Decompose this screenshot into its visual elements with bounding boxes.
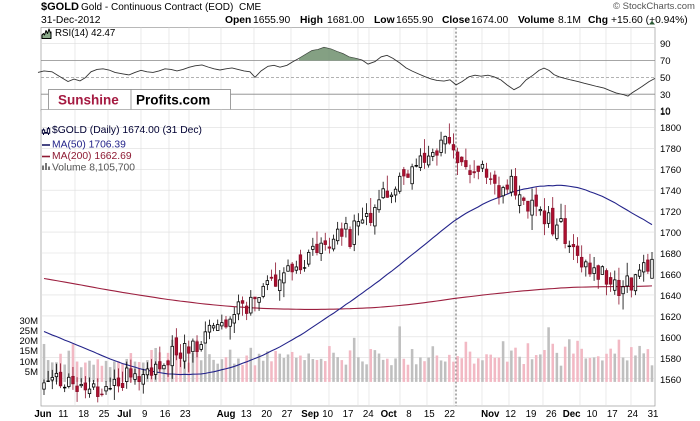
svg-text:30: 30 [660,90,671,101]
svg-text:1720: 1720 [660,207,681,218]
svg-text:10: 10 [587,409,598,420]
svg-text:CME: CME [239,2,262,13]
svg-text:Sep: Sep [301,409,319,420]
svg-text:Volume: Volume [518,15,555,26]
svg-text:27: 27 [282,409,293,420]
svg-text:8: 8 [406,409,411,420]
svg-text:15: 15 [424,409,435,420]
svg-text:1640: 1640 [660,291,681,302]
svg-text:Profits.com: Profits.com [136,93,210,108]
svg-text:13: 13 [241,409,252,420]
svg-text:1780: 1780 [660,144,681,155]
svg-text:1655.90: 1655.90 [253,15,290,26]
svg-text:1660: 1660 [660,270,681,281]
svg-text:$GOLD (Daily) 1674.00 (31 Dec): $GOLD (Daily) 1674.00 (31 Dec) [52,125,202,136]
svg-text:1800: 1800 [660,123,681,134]
svg-text:1680: 1680 [660,249,681,260]
svg-text:17: 17 [343,409,354,420]
svg-text:Gold - Continuous Contract (EO: Gold - Continuous Contract (EOD) [81,2,233,13]
svg-text:17: 17 [607,409,618,420]
svg-text:High: High [300,15,323,26]
svg-text:12: 12 [505,409,516,420]
svg-text:1700: 1700 [660,228,681,239]
svg-text:$GOLD: $GOLD [41,1,79,13]
svg-text:19: 19 [526,409,537,420]
svg-text:1600: 1600 [660,333,681,344]
svg-text:1760: 1760 [660,165,681,176]
svg-text:Jun: Jun [34,409,51,420]
svg-text:15M: 15M [20,346,39,357]
svg-text:10: 10 [660,107,671,118]
svg-text:10: 10 [322,409,333,420]
svg-text:1620: 1620 [660,312,681,323]
svg-text:1560: 1560 [660,375,681,386]
svg-text:8.1M: 8.1M [558,15,581,26]
svg-text:Aug: Aug [217,409,236,420]
svg-text:25: 25 [99,409,110,420]
svg-text:24: 24 [363,409,374,420]
svg-text:9: 9 [142,409,147,420]
svg-text:16: 16 [160,409,171,420]
svg-text:26: 26 [546,409,557,420]
svg-text:© StockCharts.com: © StockCharts.com [613,1,695,12]
svg-text:1681.00: 1681.00 [327,15,364,26]
svg-text:1740: 1740 [660,186,681,197]
svg-text:Sunshine: Sunshine [58,93,119,108]
svg-text:5M: 5M [25,367,38,378]
svg-text:1655.90: 1655.90 [396,15,433,26]
svg-text:18: 18 [78,409,89,420]
svg-text:11: 11 [58,409,68,420]
svg-text:31: 31 [648,409,659,420]
svg-text:90: 90 [660,39,671,50]
svg-text:50: 50 [660,73,671,84]
svg-text:Dec: Dec [563,409,581,420]
svg-text:1580: 1580 [660,354,681,365]
svg-text:22: 22 [444,409,455,420]
svg-text:Nov: Nov [481,409,500,420]
svg-text:24: 24 [627,409,638,420]
svg-text:31-Dec-2012: 31-Dec-2012 [41,15,101,26]
svg-text:Open: Open [225,15,251,26]
svg-text:Volume 8,105,700: Volume 8,105,700 [52,162,135,173]
svg-text:MA(50) 1706.39: MA(50) 1706.39 [52,140,126,151]
svg-text:Close: Close [442,15,470,26]
svg-text:MA(200) 1662.69: MA(200) 1662.69 [52,151,132,162]
svg-text:70: 70 [660,56,671,67]
svg-text:RSI(14) 42.47: RSI(14) 42.47 [55,28,115,39]
svg-text:1674.00: 1674.00 [471,15,508,26]
svg-text:Oct: Oct [381,409,398,420]
svg-text:Low: Low [374,15,396,26]
svg-text:23: 23 [180,409,191,420]
svg-text:Chg: Chg [588,15,608,26]
svg-text:Jul: Jul [117,409,131,420]
svg-text:20: 20 [261,409,272,420]
